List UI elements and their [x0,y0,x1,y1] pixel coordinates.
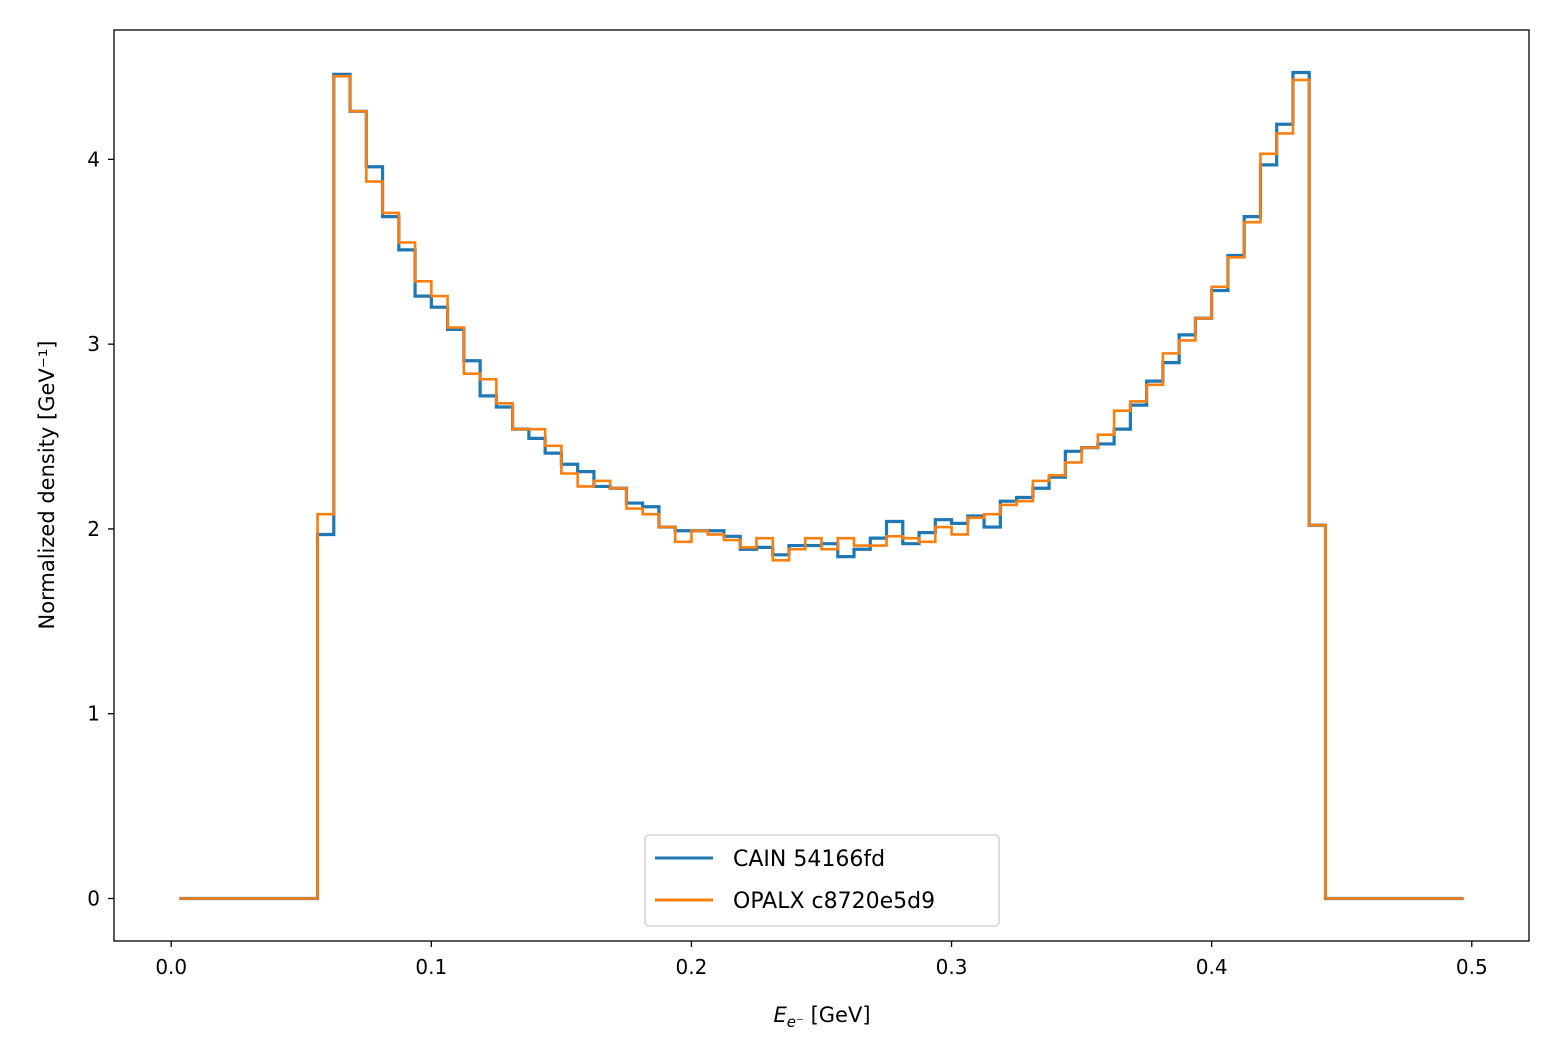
x-axis-label: Ee⁻ [GeV] [773,1003,870,1031]
y-tick-label: 2 [87,517,100,541]
legend-label-cain: CAIN 54166fd [733,847,885,872]
x-tick-label: 0.0 [155,955,187,979]
x-axis-label-sub: e⁻ [787,1013,804,1031]
series-line-opalx [179,74,1464,900]
x-axis-label-main: E [773,1003,787,1027]
legend: CAIN 54166fd OPALX c8720e5d9 [644,834,1000,927]
y-tick-label: 4 [87,147,100,171]
x-tick-label: 0.1 [415,955,447,979]
y-tick-label: 3 [87,332,100,356]
series-layer [179,70,1464,901]
x-tick-label: 0.2 [676,955,708,979]
y-axis-label: Normalized density [GeV⁻¹] [35,341,59,630]
y-axis: 0 1 2 3 4 [87,147,114,910]
x-axis: 0.0 0.1 0.2 0.3 0.4 0.5 [155,941,1488,979]
y-tick-label: 1 [87,702,100,726]
x-axis-label-unit: [GeV] [804,1003,871,1027]
y-tick-label: 0 [87,886,100,910]
x-tick-label: 0.4 [1196,955,1228,979]
plot-frame [113,29,1530,942]
legend-box [644,834,1000,927]
legend-label-opalx: OPALX c8720e5d9 [733,889,935,914]
x-tick-label: 0.5 [1456,955,1488,979]
x-tick-label: 0.3 [936,955,968,979]
